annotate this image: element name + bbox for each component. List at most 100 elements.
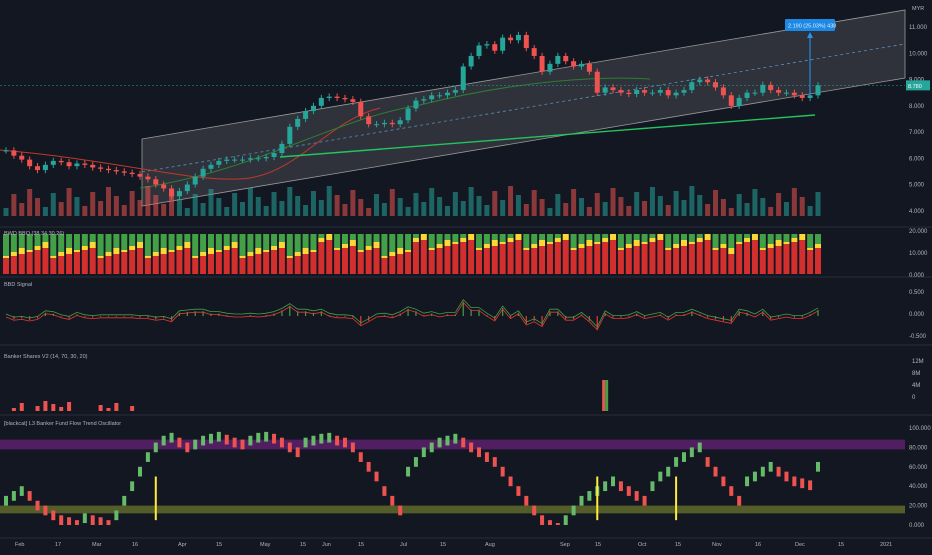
bwd-red-bar [483, 248, 490, 274]
oscillator-bar [43, 505, 48, 516]
bwd-yellow-bar [807, 248, 814, 250]
oscillator-bar [674, 457, 679, 467]
volume-bar [413, 193, 419, 216]
volume-bar [539, 199, 545, 216]
oscillator-bar [224, 434, 229, 445]
candle-body [807, 95, 813, 98]
bwd-yellow-bar [50, 256, 57, 258]
bwd-yellow-bar [160, 248, 167, 254]
bwd-red-bar [357, 252, 364, 274]
candle-body [492, 44, 498, 51]
oscillator-bar [122, 495, 127, 506]
bwd-yellow-bar [215, 250, 222, 252]
bwd-yellow-bar [34, 246, 41, 250]
bwd-yellow-bar [97, 256, 104, 258]
oscillator-bar [208, 433, 213, 444]
bwd-red-bar [507, 242, 514, 274]
candle-body [19, 155, 25, 160]
oscillator-bar [145, 452, 150, 462]
oscillator-bar [697, 442, 702, 453]
candle-body [303, 111, 309, 119]
candle-body [374, 124, 380, 126]
oscillator-bar [453, 433, 458, 444]
time-axis-label: May [260, 542, 271, 548]
bwd-red-bar [452, 244, 459, 274]
candle-body [720, 87, 726, 96]
oscillator-bar [4, 495, 8, 506]
candle-body [82, 163, 88, 165]
bwd-yellow-bar [783, 242, 790, 244]
bwd-red-bar [271, 250, 278, 274]
volume-bar [3, 208, 9, 216]
volume-bar [460, 201, 466, 216]
bwd-red-bar [255, 254, 262, 274]
bwd-yellow-bar [192, 256, 199, 258]
candle-body [137, 174, 143, 177]
oscillator-bar [240, 439, 245, 450]
oscillator-bar [67, 517, 72, 525]
bwd-red-bar [578, 248, 585, 274]
bbd-axis-label: 0.000 [909, 312, 925, 318]
bwd-yellow-bar [767, 244, 774, 248]
bwd-red-bar [89, 248, 96, 274]
oscillator-bar [406, 466, 411, 477]
bwd-yellow-bar [3, 256, 9, 258]
oscillator-bar [106, 520, 111, 525]
candle-body [752, 92, 758, 94]
bwd-yellow-bar [586, 240, 593, 246]
volume-bar [279, 201, 285, 216]
candle-body [90, 164, 96, 168]
bwd-green-bar [617, 234, 624, 248]
bwd-yellow-bar [594, 242, 601, 244]
bwd-green-bar [73, 234, 80, 250]
bwd-yellow-bar [578, 244, 585, 248]
bwd-red-bar [365, 250, 372, 274]
candle-body [342, 97, 348, 100]
volume-bar [578, 198, 584, 216]
bwd-yellow-bar [310, 250, 317, 252]
volume-bar [555, 194, 561, 216]
candle-body [713, 82, 719, 88]
bwd-green-bar [578, 234, 585, 244]
bwd-green-bar [815, 234, 821, 244]
bwd-red-bar [704, 240, 711, 274]
oscillator-bar [19, 486, 24, 496]
bwd-red-bar [767, 248, 774, 274]
volume-bar [153, 195, 159, 216]
candle-body [121, 171, 127, 173]
bwd-red-bar [318, 242, 325, 274]
bwd-red-bar [680, 246, 687, 274]
bwd-green-bar [286, 234, 293, 256]
time-axis-label: Aug [485, 542, 495, 548]
bwd-red-bar [73, 252, 80, 274]
oscillator-bar [74, 520, 79, 525]
volume-bar [783, 202, 789, 216]
volume-bar [358, 199, 364, 216]
bwd-red-bar [239, 258, 246, 274]
oscillator-signal-bar [675, 476, 678, 521]
volume-bar [657, 196, 663, 216]
volume-bar [208, 189, 214, 216]
price-axis-label: 8.000 [909, 104, 925, 110]
candle-body [444, 92, 450, 96]
time-axis-label: Apr [178, 542, 187, 548]
bbd-axis-label: 0.500 [909, 290, 925, 296]
bwd-yellow-bar [499, 242, 506, 244]
oscillator-bar [642, 495, 647, 506]
bwd-green-bar [278, 234, 285, 242]
bwd-green-bar [649, 234, 656, 238]
oscillator-bar [737, 495, 742, 506]
bwd-yellow-bar [105, 252, 112, 256]
volume-bar [713, 190, 719, 216]
oscillator-bar [555, 523, 560, 525]
ma-red-line [0, 107, 381, 180]
oscillator-bar [721, 476, 726, 487]
volume-bar [105, 187, 111, 216]
oscillator-bar [745, 476, 750, 487]
time-axis-label: Feb [15, 542, 24, 548]
candle-body [705, 79, 711, 83]
bwd-yellow-bar [625, 244, 632, 248]
oscillator-axis-label: 60.000 [909, 465, 928, 471]
bwd-red-bar [515, 240, 522, 274]
